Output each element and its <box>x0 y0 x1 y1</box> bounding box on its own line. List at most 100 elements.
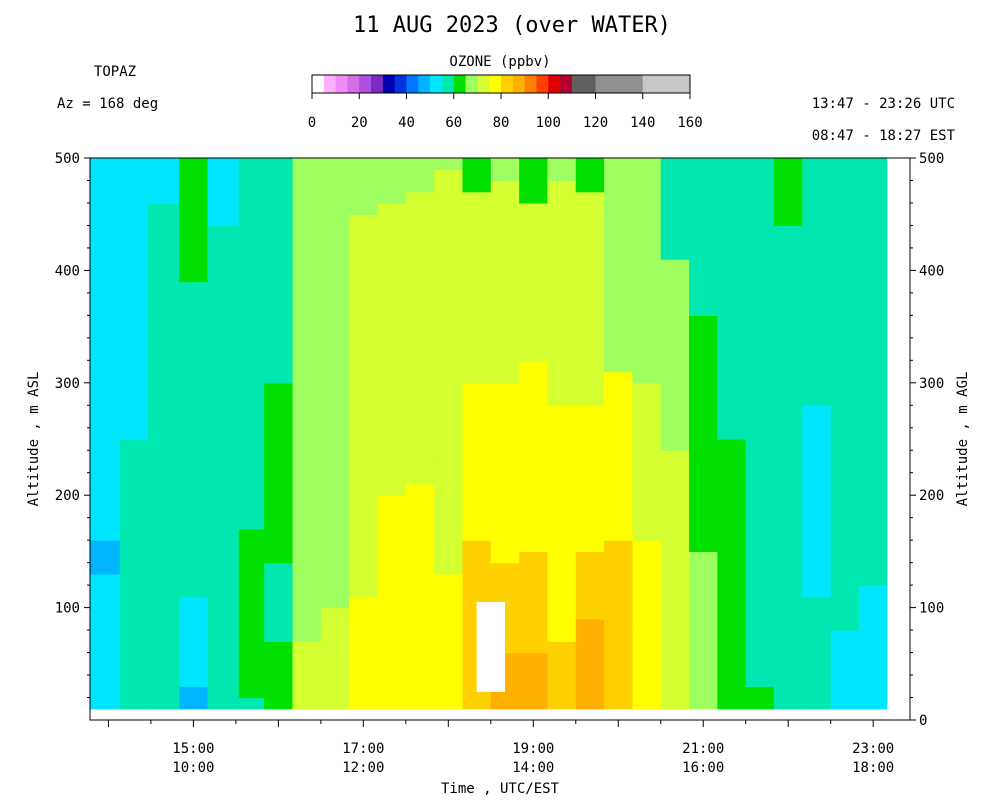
heatmap-cell <box>547 405 577 552</box>
heatmap-cell <box>660 259 690 451</box>
heatmap-cell <box>292 439 322 642</box>
data-gap <box>476 601 505 692</box>
y-axis-label-left: Altitude , m ASL <box>26 372 42 507</box>
heatmap-cell <box>349 158 379 215</box>
heatmap-cell <box>90 573 121 654</box>
colorbar-bin-18 <box>524 75 537 93</box>
x-tick-label-est: 16:00 <box>682 760 724 776</box>
heatmap-cell <box>717 562 747 710</box>
heatmap-cell <box>604 158 634 373</box>
colorbar-bin-16 <box>501 75 514 93</box>
heatmap-cell <box>320 439 350 609</box>
heatmap-cell <box>292 641 322 710</box>
heatmap-cell <box>462 382 492 541</box>
colorbar <box>311 74 691 94</box>
heatmap-cell <box>238 158 265 440</box>
heatmap-cell <box>717 439 747 564</box>
heatmap-cells <box>90 158 910 720</box>
colorbar-bin-13 <box>465 75 478 93</box>
utc-range-label: 13:47 - 23:26 UTC <box>812 96 955 112</box>
colorbar-tick-label: 20 <box>351 115 368 131</box>
heatmap-cell <box>519 202 549 361</box>
heatmap-cell <box>830 472 860 631</box>
heatmap-cell <box>830 158 860 474</box>
colorbar-bin-8 <box>406 75 419 93</box>
heatmap-cell <box>405 483 435 575</box>
heatmap-cell <box>519 551 549 654</box>
heatmap-cell <box>119 439 149 609</box>
colorbar-bin-9 <box>418 75 431 93</box>
y-tick-label-left: 100 <box>55 601 80 617</box>
y-tick-label-right: 100 <box>919 601 944 617</box>
heatmap-cell <box>462 191 492 384</box>
heatmap-cell <box>462 540 492 609</box>
colorbar-bin-2 <box>335 75 348 93</box>
colorbar-tick-label: 40 <box>398 115 415 131</box>
x-tick-label-est: 12:00 <box>342 760 384 776</box>
heatmap-cell <box>802 158 832 406</box>
heatmap-cell <box>434 573 464 710</box>
data-gap <box>887 158 910 720</box>
heatmap-cell <box>632 158 662 384</box>
heatmap-cell <box>745 439 775 687</box>
colorbar-tick-label: 0 <box>308 115 316 131</box>
heatmap-cell <box>575 158 605 193</box>
heatmap-cell <box>519 652 549 710</box>
heatmap-cell <box>717 158 747 440</box>
heatmap-cell <box>519 360 549 552</box>
heatmap-cell <box>575 551 605 620</box>
heatmap-cell <box>179 281 209 440</box>
y-tick-label-left: 200 <box>55 488 80 504</box>
x-tick-label-utc: 15:00 <box>172 741 214 757</box>
heatmap-cell <box>264 158 294 384</box>
y-tick-label-right: 300 <box>919 376 944 392</box>
heatmap-cell <box>689 405 718 552</box>
colorbar-bin-10 <box>430 75 443 93</box>
x-axis-label: Time , UTC/EST <box>441 781 560 797</box>
heatmap-cell <box>377 158 407 204</box>
heatmap-cell <box>745 158 775 440</box>
heatmap-cell <box>179 686 209 710</box>
heatmap-cell <box>774 382 803 586</box>
colorbar-bin-20 <box>548 75 561 93</box>
chart-title: 11 AUG 2023 (over WATER) <box>353 13 671 38</box>
heatmap-cell <box>774 585 803 710</box>
y-tick-label-left: 300 <box>55 376 80 392</box>
colorbar-bin-24 <box>642 75 691 93</box>
heatmap-cell <box>632 382 662 541</box>
y-tick-label-right: 0 <box>919 713 927 729</box>
azimuth-label: Az = 168 deg <box>57 96 158 112</box>
colorbar-bin-3 <box>347 75 360 93</box>
heatmap-cell <box>774 158 803 227</box>
heatmap-cell <box>405 573 435 710</box>
x-tick-label-utc: 17:00 <box>342 741 384 757</box>
y-tick-label-right: 400 <box>919 263 944 279</box>
heatmap-cell <box>148 585 180 710</box>
colorbar-tick-label: 120 <box>583 115 608 131</box>
heatmap-cell <box>859 225 888 586</box>
heatmap-cell <box>859 158 888 227</box>
heatmap-cell <box>90 652 121 710</box>
heatmap-cell <box>90 158 121 541</box>
heatmap-cell <box>604 630 634 710</box>
heatmap-cell <box>660 158 690 260</box>
heatmap-cell <box>830 630 860 710</box>
colorbar-bin-1 <box>323 75 337 93</box>
colorbar-bin-11 <box>441 75 455 93</box>
heatmap-cell <box>238 528 265 699</box>
heatmap-cell <box>547 180 577 406</box>
heatmap-cell <box>490 382 520 564</box>
heatmap-cell <box>377 495 407 586</box>
x-tick-label-utc: 21:00 <box>682 741 724 757</box>
x-tick-label-utc: 19:00 <box>512 741 554 757</box>
heatmap-cell <box>490 180 520 384</box>
colorbar-bin-14 <box>477 75 490 93</box>
heatmap-cell <box>604 540 634 631</box>
x-tick-label-est: 10:00 <box>172 760 214 776</box>
heatmap-cell <box>207 472 240 609</box>
heatmap-cell <box>434 169 464 463</box>
heatmap-cell <box>207 607 240 710</box>
heatmap-cell <box>462 158 492 193</box>
colorbar-tick-label: 100 <box>536 115 561 131</box>
heatmap-cell <box>207 225 240 474</box>
